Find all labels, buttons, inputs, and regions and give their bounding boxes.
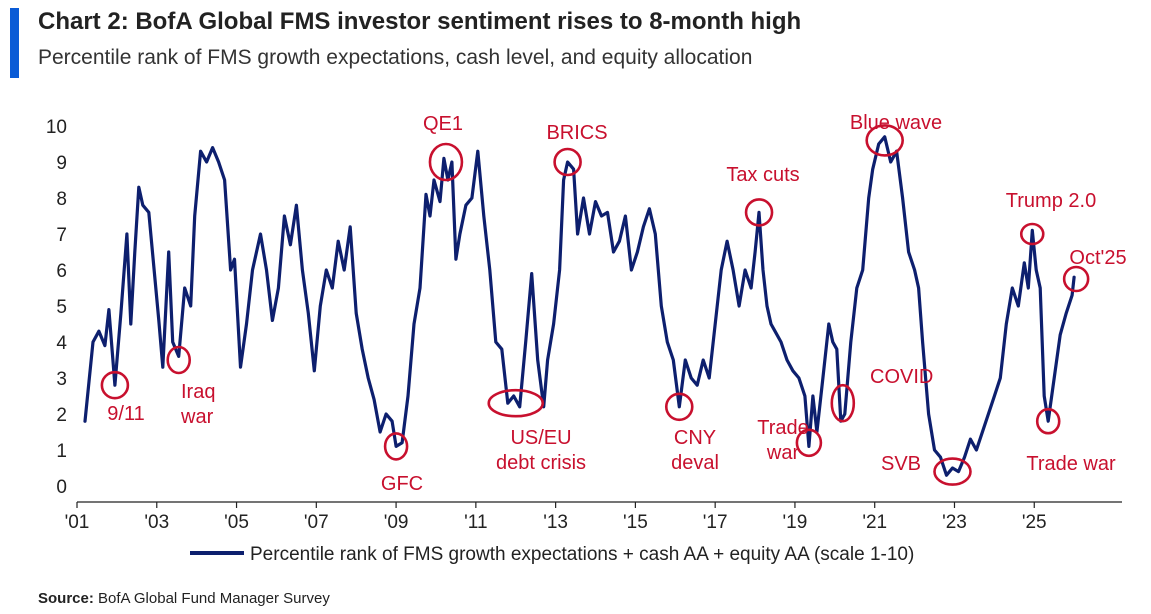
annotation-label: Blue wave — [850, 112, 942, 134]
x-tick-label: '03 — [144, 512, 169, 533]
annotation-label: war — [766, 442, 800, 464]
annotation-label: CNY — [674, 427, 716, 449]
y-tick-label: 8 — [56, 189, 67, 210]
annotation-circle — [865, 124, 904, 157]
line-chart: 0 1 2 3 4 5 6 7 8 9 10 '01 '03 '05 '07 '09 '11 '13 '15 '17 '… — [46, 112, 1127, 565]
x-tick-label: '11 — [464, 512, 487, 533]
annotation-label: Trump 2.0 — [1006, 190, 1096, 212]
x-tick-label: '19 — [783, 512, 808, 533]
source-label: Source: — [38, 590, 94, 607]
x-tick-label: '17 — [703, 512, 728, 533]
y-tick-label: 7 — [56, 225, 67, 246]
annotation-label: Trade war — [1026, 453, 1116, 475]
annotation-label: Oct'25 — [1069, 247, 1126, 269]
y-tick-label: 1 — [56, 441, 67, 462]
source-text: BofA Global Fund Manager Survey — [98, 590, 330, 607]
y-tick-label: 2 — [56, 405, 67, 426]
annotation-circle — [830, 383, 856, 423]
x-tick-label: '25 — [1022, 512, 1047, 533]
title-accent-bar — [10, 8, 19, 78]
annotation-label: SVB — [881, 453, 921, 475]
y-tick-label: 3 — [56, 369, 67, 390]
annotation-circle — [428, 142, 464, 182]
annotation-circle — [166, 345, 192, 375]
chart-title: Chart 2: BofA Global FMS investor sentim… — [38, 8, 802, 35]
annotation-circle — [933, 457, 972, 486]
x-tick-label: '09 — [384, 512, 409, 533]
annotation-circle — [664, 392, 694, 422]
x-tick-label: '07 — [304, 512, 329, 533]
y-tick-label: 10 — [46, 117, 67, 138]
annotation-label: 9/11 — [107, 403, 144, 425]
annotation-circle — [795, 428, 823, 458]
y-tick-label: 5 — [56, 297, 67, 318]
annotation-label: war — [180, 406, 214, 428]
x-tick-label: '01 — [65, 512, 90, 533]
annotation-circle — [487, 388, 545, 418]
annotation-label: QE1 — [423, 113, 463, 135]
annotation-circle — [1062, 265, 1090, 293]
x-tick-label: '21 — [862, 512, 887, 533]
annotation-label: US/EU — [510, 427, 571, 449]
annotation-circle — [553, 147, 582, 177]
annotation-label: COVID — [870, 366, 933, 388]
annotation-circle — [1019, 222, 1045, 246]
chart-subtitle: Percentile rank of FMS growth expectatio… — [38, 46, 753, 69]
x-tick-label: '05 — [224, 512, 249, 533]
annotation-label: Tax cuts — [726, 164, 799, 186]
annotation-label: Iraq — [181, 381, 215, 403]
y-tick-label: 6 — [56, 261, 67, 282]
annotation-label: deval — [671, 452, 719, 474]
annotation-label: debt crisis — [496, 452, 586, 474]
y-tick-label: 4 — [56, 333, 67, 354]
annotation-label: Trade — [757, 417, 809, 439]
annotation-label: GFC — [381, 473, 423, 495]
y-tick-label: 9 — [56, 153, 67, 174]
annotation-label: BRICS — [546, 122, 607, 144]
series-line — [83, 135, 1076, 477]
x-tick-label: '23 — [942, 512, 967, 533]
x-tick-label: '13 — [543, 512, 568, 533]
annotation-circle — [383, 432, 409, 461]
legend-label: Percentile rank of FMS growth expectatio… — [250, 544, 914, 565]
x-tick-label: '15 — [623, 512, 648, 533]
annotation-circle — [1035, 407, 1061, 435]
y-tick-label: 0 — [56, 477, 67, 498]
annotation-circle — [744, 198, 774, 227]
source-note: Source: BofA Global Fund Manager Survey — [38, 590, 330, 607]
annotation-circle — [100, 370, 130, 400]
